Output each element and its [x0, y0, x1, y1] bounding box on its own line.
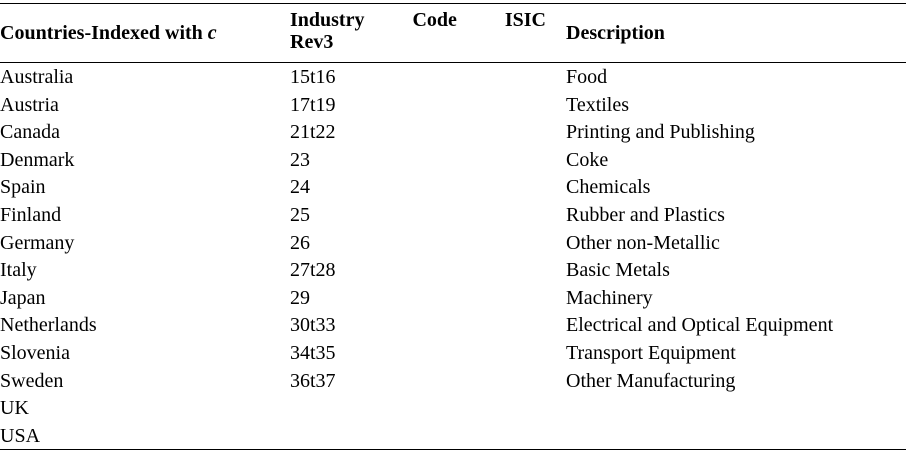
country-cell: Denmark	[0, 148, 75, 171]
description-cell: Coke	[566, 148, 609, 171]
country-cell: Finland	[0, 203, 62, 226]
table-row: Canada 21t22 Printing and Publishing	[0, 121, 906, 149]
table-row: Netherlands 30t33 Electrical and Optical E…	[0, 314, 906, 342]
industry-code-cell: 23	[290, 148, 310, 171]
country-cell: USA	[0, 424, 41, 447]
industry-code-cell: 25	[290, 203, 310, 226]
industry-code-cell: 34t35	[290, 341, 336, 364]
table-body: Australia 15t16 Food Austria 17t19 Textiles Ca…	[0, 66, 906, 452]
header-word-code: Code	[412, 9, 457, 31]
country-cell: Netherlands	[0, 314, 97, 337]
table-row: Japan 29 Machinery	[0, 287, 906, 315]
industry-code-cell: 27t28	[290, 259, 336, 282]
table-row: Sweden 36t37 Other Manufacturing	[0, 370, 906, 398]
table-top-rule	[0, 3, 906, 4]
table-row: Spain 24 Chemicals	[0, 176, 906, 204]
country-cell: Italy	[0, 259, 37, 282]
industry-code-cell: 29	[290, 286, 310, 309]
country-cell: Spain	[0, 176, 46, 199]
industry-code-cell: 21t22	[290, 121, 336, 144]
table-row: Slovenia 34t35 Transport Equipment	[0, 342, 906, 370]
table-row: Germany 26 Other non-Metallic	[0, 232, 906, 260]
country-cell: Canada	[0, 121, 60, 144]
header-industry-code-line2: Rev3	[290, 31, 334, 53]
description-cell: Other Manufacturing	[566, 369, 736, 392]
table-bottom-rule	[0, 449, 906, 450]
table-header-rule	[0, 62, 906, 63]
description-cell: Rubber and Plastics	[566, 203, 725, 226]
header-countries-text: Countries-Indexed with	[0, 22, 208, 44]
table-row: Finland 25 Rubber and Plastics	[0, 204, 906, 232]
description-cell: Textiles	[566, 93, 630, 116]
table-row: Denmark 23 Coke	[0, 149, 906, 177]
industry-code-cell: 36t37	[290, 369, 336, 392]
table-row: USA	[0, 425, 906, 453]
description-cell: Transport Equipment	[566, 341, 736, 364]
description-cell: Machinery	[566, 286, 653, 309]
description-cell: Other non-Metallic	[566, 231, 720, 254]
country-cell: Australia	[0, 66, 74, 88]
table-row: Italy 27t28 Basic Metals	[0, 259, 906, 287]
country-cell: Sweden	[0, 369, 64, 392]
header-countries-variable: c	[207, 22, 217, 44]
header-word-industry: Industry	[290, 9, 365, 31]
header-description: Description	[566, 22, 665, 44]
country-cell: Slovenia	[0, 341, 70, 364]
description-cell: Printing and Publishing	[566, 121, 755, 144]
header-word-isic: ISIC	[504, 9, 546, 31]
industry-code-cell: 26	[290, 231, 310, 254]
industry-code-cell: 30t33	[290, 314, 336, 337]
country-cell: Austria	[0, 93, 59, 116]
description-cell: Electrical and Optical Equipment	[566, 314, 834, 337]
country-cell: Germany	[0, 231, 75, 254]
header-industry-code-line1: Industry Code ISIC	[290, 9, 546, 31]
header-countries: Countries-Indexed with c	[0, 22, 285, 44]
industry-code-cell: 24	[290, 176, 310, 199]
table-row: Austria 17t19 Textiles	[0, 94, 906, 122]
table-row: UK	[0, 397, 906, 425]
description-cell: Chemicals	[566, 176, 651, 199]
table-row: Australia 15t16 Food	[0, 66, 906, 94]
country-cell: UK	[0, 397, 29, 420]
header-industry-code: Industry Code ISIC Rev3	[290, 9, 546, 53]
country-cell: Japan	[0, 286, 46, 309]
industry-code-cell: 17t19	[290, 93, 336, 116]
description-cell: Food	[566, 66, 608, 88]
description-cell: Basic Metals	[566, 259, 670, 282]
industry-code-cell: 15t16	[290, 66, 336, 88]
